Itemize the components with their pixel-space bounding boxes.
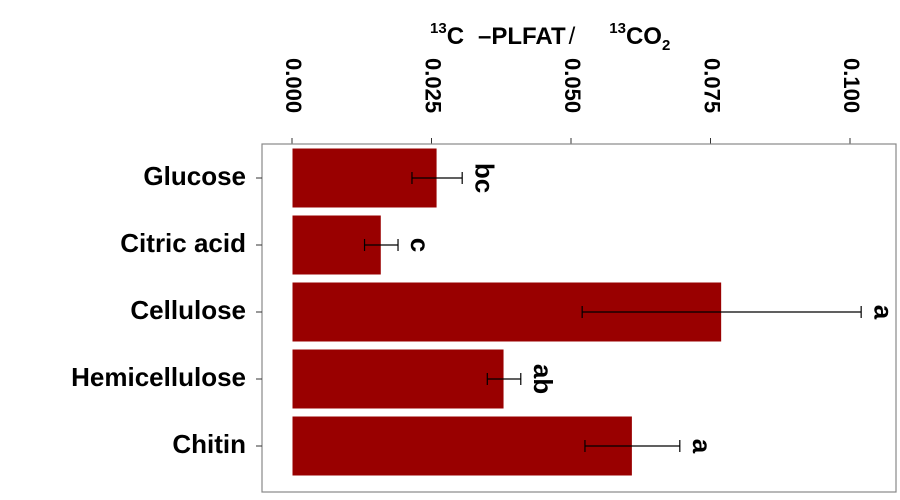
bar: [291, 348, 505, 410]
category-label: Chitin: [172, 429, 246, 459]
x-axis: 0.000 0.025 0.050 0.075 0.100: [281, 58, 864, 144]
error-bars: [363, 172, 862, 452]
significance-letters: bc c a ab a: [405, 163, 898, 454]
significance-letter: a: [687, 439, 717, 454]
category-label: Cellulose: [130, 295, 246, 325]
x-tick-label: 0.050: [560, 58, 585, 113]
chart-title: 13C –PLFAT/13CO2: [430, 20, 670, 54]
significance-letter: bc: [469, 163, 499, 193]
significance-letter: ab: [528, 364, 558, 394]
category-label: Glucose: [143, 161, 246, 191]
bar: [291, 415, 633, 477]
x-tick-label: 0.000: [281, 58, 306, 113]
significance-letter: c: [405, 238, 435, 252]
plot-frame: [261, 143, 897, 493]
category-label: Citric acid: [120, 228, 246, 258]
x-tick-label: 0.075: [700, 58, 725, 113]
x-tick-label: 0.025: [421, 58, 446, 113]
y-axis: Glucose Citric acid Cellulose Hemicellulose…: [71, 161, 262, 459]
significance-letter: a: [868, 305, 898, 320]
x-tick-label: 0.100: [839, 58, 864, 113]
category-label: Hemicellulose: [71, 362, 246, 392]
